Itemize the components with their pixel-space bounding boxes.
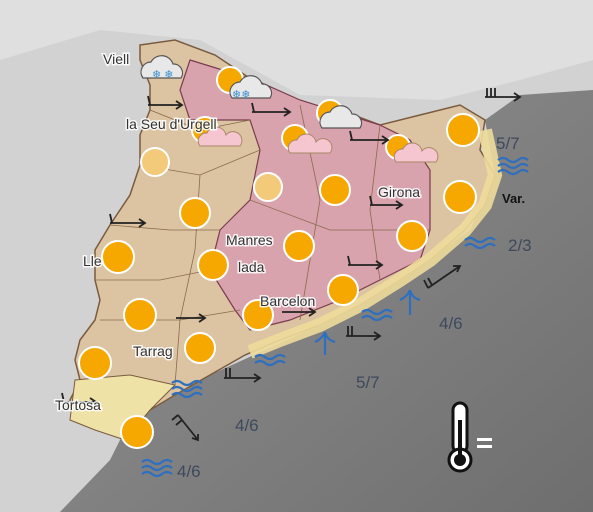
city-label: Lle	[83, 253, 102, 269]
city-label: Girona	[378, 184, 420, 200]
city-label: Tarrag	[133, 343, 173, 359]
wind-symbols	[61, 88, 522, 442]
cloud-icons: ❄ ❄ ❄❄	[140, 55, 439, 163]
wave-symbols	[141, 156, 529, 478]
svg-text:❄ ❄: ❄ ❄	[152, 69, 174, 81]
sea-state-label: 4/6	[177, 462, 201, 481]
svg-text:❄❄: ❄❄	[232, 89, 250, 101]
sea-state-label: 5/7	[496, 134, 520, 153]
city-label: Barcelon	[260, 293, 315, 309]
sea-state-label: 4/6	[235, 416, 259, 435]
wind-label: Var.	[502, 191, 525, 206]
city-label: lada	[238, 259, 265, 275]
city-label: Viell	[103, 51, 129, 67]
coastal-strip	[247, 128, 503, 359]
city-label: la Seu d'Urgell	[126, 116, 217, 132]
sea-state-label: 5/7	[356, 373, 380, 392]
city-label: Tortosa	[55, 397, 101, 413]
thermometer-icon	[447, 401, 492, 473]
city-label: Manres	[226, 232, 273, 248]
pink-region	[179, 59, 431, 331]
sun-icons	[78, 66, 480, 449]
pyrenees	[0, 0, 593, 100]
sea-state-label: 2/3	[508, 236, 532, 255]
sea-state-label: 4/6	[439, 314, 463, 333]
